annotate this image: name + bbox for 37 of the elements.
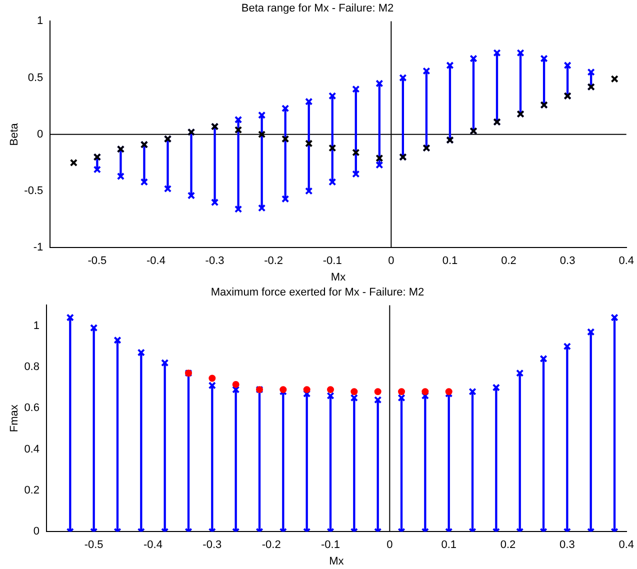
x-tick-label: -0.4 — [146, 255, 166, 268]
x-tick-label: -0.5 — [88, 255, 107, 268]
y-axis-title: Fmax — [8, 404, 21, 432]
y-tick-label: 0 — [33, 526, 40, 538]
x-tick-label: 0.1 — [442, 255, 458, 268]
chart-title: Beta range for Mx - Failure: M2 — [241, 2, 394, 15]
x-tick-label: 0.3 — [560, 539, 575, 552]
x-tick-label: 0.2 — [500, 539, 516, 552]
x-tick-label: 0.4 — [618, 255, 634, 268]
x-tick-label: 0.3 — [560, 255, 576, 268]
x-tick-label: -0.5 — [84, 539, 104, 552]
x-tick-label: -0.1 — [322, 255, 342, 268]
x-tick-label: -0.2 — [262, 539, 281, 552]
y-axis-title: Beta — [8, 122, 21, 146]
x-tick-label: -0.2 — [264, 255, 284, 268]
x-tick-label: 0.2 — [501, 255, 516, 268]
x-tick-label: -0.1 — [321, 539, 340, 552]
y-tick-label: 0.8 — [24, 360, 40, 373]
x-tick-label: 0 — [388, 255, 394, 268]
y-tick-label: 0.5 — [28, 72, 44, 84]
x-tick-label: -0.4 — [144, 539, 162, 552]
y-tick-label: 0.4 — [24, 443, 40, 456]
y-tick-label: -1 — [33, 242, 44, 254]
x-tick-label: 0.1 — [441, 539, 456, 552]
y-tick-label: 0 — [37, 128, 44, 140]
x-tick-label: -0.3 — [205, 255, 224, 268]
chart-title: Maximum force exerted for Mx - Failure: M2 — [210, 286, 424, 299]
x-axis-title: Mx — [330, 271, 346, 284]
y-tick-label: 1 — [33, 320, 40, 332]
y-tick-label: 1 — [37, 15, 44, 28]
x-tick-label: -0.3 — [202, 539, 222, 552]
y-tick-label: 0.6 — [24, 402, 40, 414]
x-tick-label: 0.4 — [618, 539, 634, 552]
x-tick-label: 0 — [386, 539, 393, 552]
y-tick-label: 0.2 — [24, 484, 40, 496]
x-axis-title: Mx — [329, 555, 344, 568]
y-tick-label: -0.5 — [24, 185, 44, 198]
